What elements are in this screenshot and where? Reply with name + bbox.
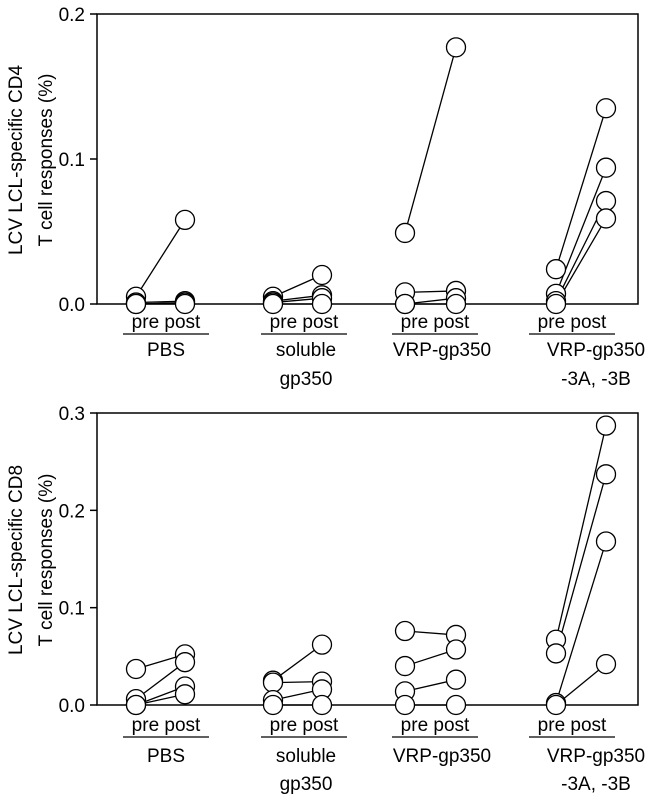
subject-line bbox=[555, 474, 607, 654]
post-point bbox=[311, 264, 333, 286]
group-label: PBS bbox=[147, 746, 185, 767]
y-tick-label: 0.2 bbox=[59, 5, 85, 26]
post-point bbox=[595, 531, 617, 552]
subject-line bbox=[555, 541, 607, 704]
pre-point bbox=[394, 620, 416, 642]
subject-line bbox=[135, 219, 186, 298]
pre-point bbox=[394, 293, 416, 315]
post-point bbox=[595, 157, 617, 178]
subject-line bbox=[555, 425, 607, 640]
y-tick-label: 0.0 bbox=[59, 295, 85, 316]
post-point bbox=[595, 415, 617, 436]
y-tick-label: 0.1 bbox=[59, 150, 85, 171]
post-point bbox=[445, 669, 467, 690]
post-point bbox=[595, 653, 617, 675]
post-point bbox=[595, 208, 617, 229]
subject-line bbox=[135, 661, 186, 700]
timepoint-header: pre post bbox=[538, 715, 607, 736]
timepoint-header: pre post bbox=[132, 312, 201, 333]
y-tick-label: 0.2 bbox=[59, 501, 85, 522]
y-tick-label: 0.3 bbox=[59, 404, 85, 425]
pre-point bbox=[262, 293, 284, 315]
post-point bbox=[174, 209, 196, 231]
subject-line bbox=[404, 47, 457, 234]
group-label: gp350 bbox=[280, 369, 333, 390]
pre-point bbox=[394, 655, 416, 677]
post-point bbox=[445, 293, 467, 315]
subject-line bbox=[555, 108, 607, 270]
pre-point bbox=[545, 259, 567, 280]
y-tick-label: 0.1 bbox=[59, 599, 85, 620]
group-label: VRP-gp350 bbox=[393, 746, 491, 767]
pre-point bbox=[394, 222, 416, 244]
timepoint-header: pre post bbox=[538, 312, 607, 333]
y-axis-label: LCV LCL-specific CD4 bbox=[6, 65, 27, 255]
post-point bbox=[445, 37, 467, 58]
pre-point bbox=[125, 658, 147, 680]
post-point bbox=[174, 293, 196, 315]
post-point bbox=[174, 684, 196, 705]
group-label: PBS bbox=[147, 340, 185, 361]
group-label: VRP-gp350 bbox=[547, 340, 645, 361]
timepoint-header: pre post bbox=[132, 715, 201, 736]
pre-point bbox=[545, 643, 567, 664]
group-label: gp350 bbox=[280, 774, 333, 795]
y-axis-label: T cell responses (%) bbox=[36, 474, 57, 647]
post-point bbox=[311, 694, 333, 716]
pre-point bbox=[262, 694, 284, 716]
y-axis-label: T cell responses (%) bbox=[36, 74, 57, 247]
pre-point bbox=[262, 672, 284, 693]
post-point bbox=[445, 639, 467, 660]
pre-point bbox=[394, 694, 416, 716]
post-point bbox=[445, 694, 467, 716]
y-axis-label: LCV LCL-specific CD8 bbox=[6, 465, 27, 655]
post-point bbox=[311, 634, 333, 655]
post-point bbox=[174, 652, 196, 673]
pre-point bbox=[125, 694, 147, 716]
group-label: soluble bbox=[276, 340, 336, 361]
group-label: -3A, -3B bbox=[561, 369, 631, 390]
group-label: VRP-gp350 bbox=[547, 746, 645, 767]
timepoint-header: pre post bbox=[401, 312, 470, 333]
post-point bbox=[595, 190, 617, 212]
post-point bbox=[311, 293, 333, 315]
timepoint-header: pre post bbox=[270, 312, 339, 333]
pre-point bbox=[545, 694, 567, 716]
timepoint-header: pre post bbox=[401, 715, 470, 736]
plot-frame bbox=[96, 412, 639, 706]
pre-point bbox=[125, 293, 147, 315]
post-point bbox=[595, 464, 617, 485]
pre-point bbox=[545, 293, 567, 315]
group-label: soluble bbox=[276, 746, 336, 767]
group-label: -3A, -3B bbox=[561, 774, 631, 795]
timepoint-header: pre post bbox=[270, 715, 339, 736]
group-label: VRP-gp350 bbox=[393, 340, 491, 361]
post-point bbox=[595, 98, 617, 119]
y-tick-label: 0.0 bbox=[59, 696, 85, 717]
